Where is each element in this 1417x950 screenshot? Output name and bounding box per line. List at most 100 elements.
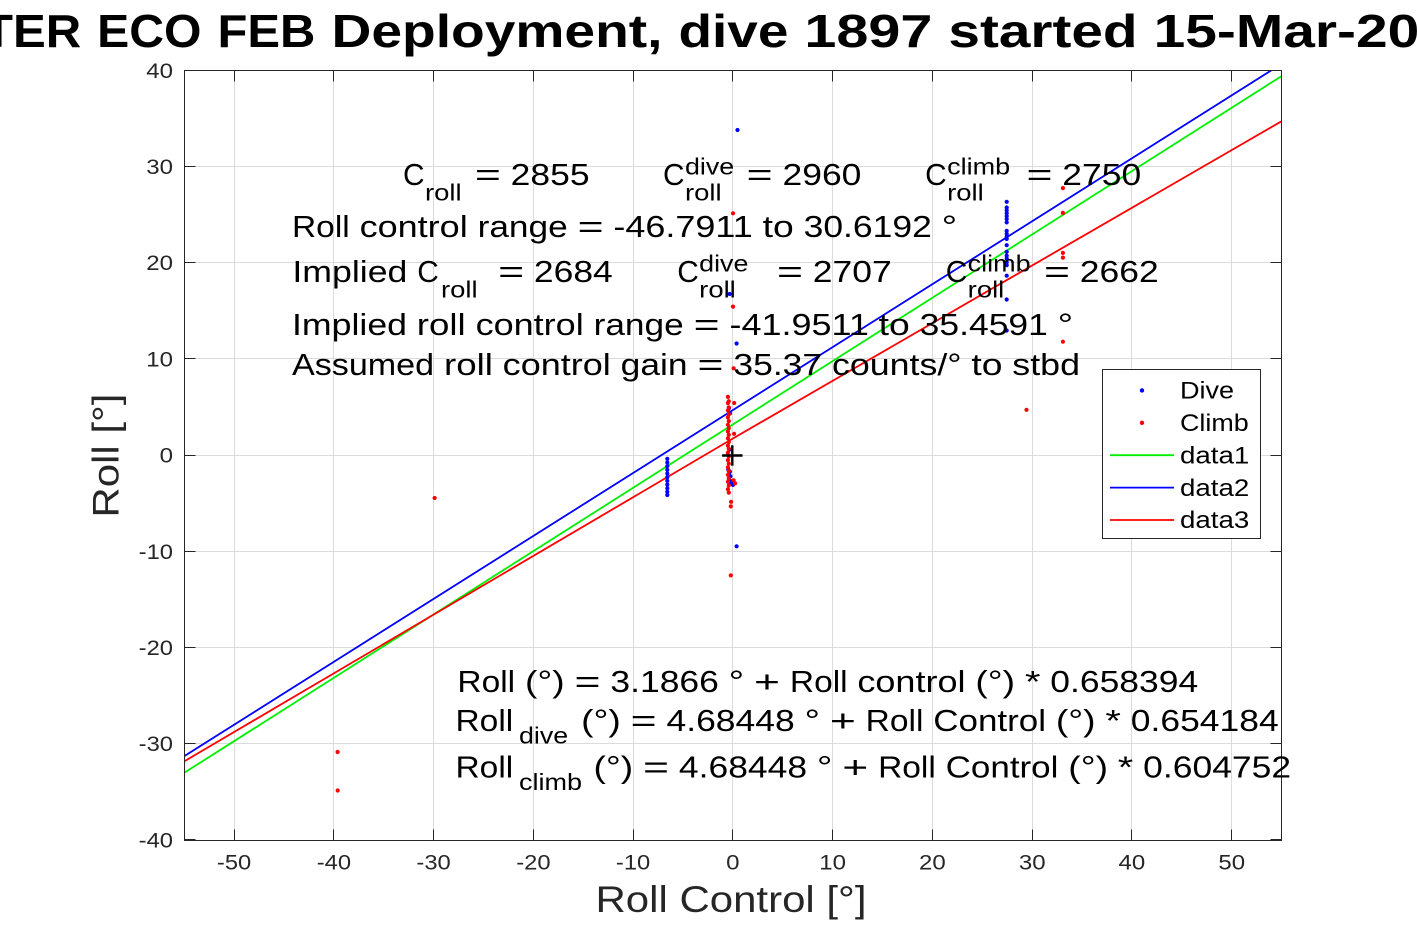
svg-text:climb: climb	[947, 154, 1010, 180]
svg-text:Dive: Dive	[1180, 378, 1234, 405]
svg-text:1897: 1897	[804, 5, 932, 57]
svg-text:=: =	[575, 664, 601, 699]
svg-text:ECO: ECO	[97, 5, 201, 57]
svg-text:2855: 2855	[511, 157, 590, 192]
svg-text:climb: climb	[968, 251, 1031, 277]
svg-text:4.68448: 4.68448	[667, 703, 795, 738]
svg-text:40: 40	[1119, 852, 1146, 875]
svg-text:-30: -30	[416, 852, 450, 875]
svg-text:10: 10	[819, 852, 846, 875]
svg-text:-10: -10	[139, 541, 173, 564]
svg-text:counts/°: counts/°	[832, 347, 962, 382]
svg-text:-30: -30	[139, 733, 173, 756]
svg-text:=: =	[747, 157, 773, 192]
svg-text:0: 0	[726, 852, 739, 875]
svg-text:-40: -40	[139, 829, 173, 852]
svg-text:-20: -20	[139, 637, 173, 660]
svg-text:°: °	[1058, 307, 1074, 342]
svg-text:=: =	[698, 347, 724, 382]
svg-text:roll: roll	[947, 179, 984, 205]
svg-text:=: =	[643, 750, 669, 785]
svg-text:0.604752: 0.604752	[1143, 750, 1291, 785]
svg-text:C: C	[403, 157, 425, 192]
svg-text:data3: data3	[1180, 507, 1249, 534]
svg-text:C: C	[417, 254, 439, 289]
svg-text:°: °	[817, 750, 833, 785]
svg-text:stbd: stbd	[1012, 347, 1080, 382]
svg-text:20: 20	[146, 252, 173, 275]
svg-text:30: 30	[146, 156, 173, 179]
svg-text:30.6192: 30.6192	[804, 209, 932, 244]
svg-text:(°): (°)	[975, 664, 1015, 699]
svg-text:(°): (°)	[1068, 750, 1108, 785]
svg-text:+: +	[754, 664, 780, 699]
svg-text:0.658394: 0.658394	[1050, 664, 1198, 699]
svg-text:=: =	[1044, 254, 1070, 289]
svg-text:0: 0	[160, 445, 173, 468]
svg-text:-10: -10	[616, 852, 650, 875]
svg-text:C: C	[663, 157, 685, 192]
svg-text:Roll: Roll	[292, 209, 350, 244]
svg-text:°: °	[805, 703, 821, 738]
svg-text:gain: gain	[621, 347, 688, 382]
svg-text:roll: roll	[699, 276, 736, 302]
svg-text:TER: TER	[0, 5, 81, 57]
svg-text:roll: roll	[968, 276, 1005, 302]
svg-text:C: C	[677, 254, 699, 289]
svg-text:FEB: FEB	[218, 5, 316, 57]
svg-text:2750: 2750	[1062, 157, 1141, 192]
svg-text:Assumed: Assumed	[292, 347, 434, 382]
svg-text:control: control	[476, 307, 584, 342]
svg-text:*: *	[1118, 750, 1134, 785]
svg-text:-50: -50	[217, 852, 251, 875]
svg-text:2707: 2707	[813, 254, 892, 289]
svg-text:Implied: Implied	[292, 307, 407, 342]
svg-text:+: +	[842, 750, 868, 785]
svg-text:Roll: Roll	[878, 750, 936, 785]
svg-text:started: started	[948, 5, 1137, 57]
svg-text:control: control	[503, 347, 611, 382]
svg-text:°: °	[729, 664, 745, 699]
svg-text:(°): (°)	[1056, 703, 1096, 738]
svg-text:2662: 2662	[1080, 254, 1159, 289]
svg-text:dive: dive	[679, 5, 789, 57]
svg-text:=: =	[631, 703, 657, 738]
svg-text:Implied: Implied	[292, 254, 407, 289]
svg-text:Roll [°]: Roll [°]	[86, 394, 127, 518]
svg-text:roll: roll	[425, 179, 462, 205]
svg-text:=: =	[475, 157, 501, 192]
svg-text:+: +	[830, 703, 856, 738]
svg-text:Control: Control	[946, 750, 1059, 785]
svg-text:=: =	[694, 307, 720, 342]
svg-text:control: control	[360, 209, 468, 244]
svg-text:(°): (°)	[594, 750, 634, 785]
svg-text:Climb: Climb	[1180, 410, 1249, 437]
svg-text:C: C	[946, 254, 968, 289]
svg-text:Roll: Roll	[456, 703, 514, 738]
svg-text:2684: 2684	[534, 254, 613, 289]
svg-text:=: =	[498, 254, 524, 289]
svg-text:20: 20	[919, 852, 946, 875]
svg-text:control: control	[857, 664, 965, 699]
svg-text:Roll: Roll	[866, 703, 924, 738]
svg-text:range: range	[478, 209, 568, 244]
svg-text:climb: climb	[519, 769, 582, 795]
svg-text:Control: Control	[933, 703, 1046, 738]
svg-text:roll: roll	[444, 347, 493, 382]
svg-text:range: range	[594, 307, 684, 342]
svg-text:-46.7911: -46.7911	[613, 209, 752, 244]
svg-text:=: =	[578, 209, 604, 244]
svg-text:35.4591: 35.4591	[920, 307, 1048, 342]
svg-text:40: 40	[146, 60, 173, 83]
svg-text:to: to	[879, 307, 910, 342]
svg-text:*: *	[1105, 703, 1121, 738]
svg-text:-20: -20	[516, 852, 550, 875]
svg-text:=: =	[777, 254, 803, 289]
svg-text:data1: data1	[1180, 442, 1249, 469]
svg-text:C: C	[925, 157, 947, 192]
svg-text:dive: dive	[699, 251, 748, 277]
svg-text:10: 10	[146, 348, 173, 371]
svg-text:*: *	[1025, 664, 1041, 699]
svg-text:3.1866: 3.1866	[610, 664, 719, 699]
svg-text:15-Mar-20: 15-Mar-20	[1154, 5, 1417, 57]
